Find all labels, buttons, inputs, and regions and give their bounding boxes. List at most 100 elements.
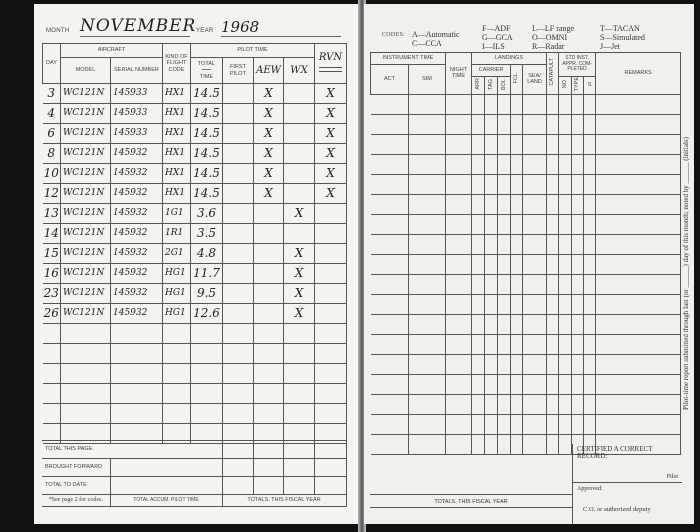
instrument-cell [521, 333, 548, 355]
cell-c [314, 203, 347, 224]
cell-first [222, 203, 254, 224]
instrument-cell [521, 413, 548, 435]
cell-serial: 145932 [110, 203, 163, 224]
cell-first [222, 83, 254, 104]
instrument-cell [497, 353, 511, 375]
instrument-cell [408, 413, 446, 435]
instrument-cell [510, 213, 523, 235]
instrument-cell [571, 213, 585, 235]
month-value: NOVEMBER [80, 16, 197, 37]
instrument-cell [484, 153, 498, 175]
instrument-cell [521, 373, 548, 395]
instrument-cell [571, 393, 585, 415]
instrument-cell [571, 333, 585, 355]
instrument-cell [484, 333, 498, 355]
cell-model [60, 403, 111, 424]
header-std-inst: STD INST. APPR. COM- PLETED [558, 52, 597, 77]
cell-c [314, 323, 347, 344]
instrument-cell [445, 193, 472, 215]
instrument-cell [484, 373, 498, 395]
month-label: MONTH [46, 28, 70, 34]
cell-a [253, 403, 284, 424]
cell-code [162, 403, 191, 424]
instrument-cell [546, 253, 560, 275]
log-row: 14 WC121N 145932 1R1 3.5 [42, 223, 347, 244]
cell-a: X [253, 103, 284, 124]
code-item: I—ILS [482, 42, 505, 51]
cell-code: HX1 [162, 123, 191, 144]
cell-total: 11.7 [190, 263, 223, 284]
instrument-row [370, 113, 682, 135]
total-this-page: TOTAL THIS PAGE [42, 440, 223, 459]
instrument-cell [558, 233, 573, 255]
cell-model [60, 323, 111, 344]
instrument-cell [497, 433, 511, 455]
certification-block: CERTIFIED A CORRECT RECORD: Pilot Approv… [572, 444, 682, 524]
total-accum-label: TOTAL ACCUM. PILOT TIME [109, 494, 223, 507]
instrument-cell [571, 193, 585, 215]
instrument-cell [521, 293, 548, 315]
instrument-cell [497, 293, 511, 315]
instrument-cell [583, 373, 597, 395]
instrument-cell [408, 293, 446, 315]
instrument-row [370, 173, 682, 195]
instrument-cell [510, 413, 523, 435]
instrument-cell [510, 373, 523, 395]
instrument-cell [571, 413, 585, 435]
instrument-cell [497, 273, 511, 295]
instrument-cell [595, 293, 682, 315]
cell-first [222, 323, 254, 344]
instrument-cell [370, 93, 409, 115]
log-row: 10 WC121N 145932 HX1 14.5 X X [42, 163, 347, 184]
instrument-cell [595, 433, 682, 455]
instrument-cell [558, 373, 573, 395]
code-item: T—TACAN [600, 24, 640, 33]
log-row: 23 WC121N 145932 HG1 9.5 X [42, 283, 347, 304]
instrument-cell [595, 373, 682, 395]
instrument-cell [558, 133, 573, 155]
cell-a [253, 203, 284, 224]
instrument-cell [521, 393, 548, 415]
cell-total: 14.5 [190, 103, 223, 124]
cell-a [253, 343, 284, 364]
instrument-cell [408, 233, 446, 255]
instrument-row [370, 253, 682, 275]
instrument-cell [408, 373, 446, 395]
instrument-cell [445, 393, 472, 415]
instrument-cell [510, 273, 523, 295]
header-remarks: REMARKS [595, 52, 682, 95]
instrument-cell [546, 153, 560, 175]
cell-code [162, 363, 191, 384]
instrument-cell [471, 373, 485, 395]
cell-first [222, 283, 254, 304]
instrument-row [370, 433, 682, 455]
header-sim: SIM [408, 64, 446, 95]
instrument-cell [497, 133, 511, 155]
cell-day: 3 [42, 83, 61, 104]
cell-first [222, 163, 254, 184]
cell-day: 13 [42, 203, 61, 224]
instrument-cell [408, 433, 446, 455]
instrument-cell [546, 113, 560, 135]
log-row [42, 323, 347, 344]
instrument-cell [497, 153, 511, 175]
instrument-cell [595, 273, 682, 295]
instrument-cell [497, 173, 511, 195]
instrument-cell [445, 93, 472, 115]
cell-total [190, 383, 223, 404]
instrument-cell [510, 233, 523, 255]
instrument-cell [595, 193, 682, 215]
cell-b [283, 143, 315, 164]
instrument-cell [546, 393, 560, 415]
instrument-cell [558, 213, 573, 235]
instrument-cell [370, 333, 409, 355]
cell-day: 15 [42, 243, 61, 264]
cell-total [190, 343, 223, 364]
cell-first [222, 343, 254, 364]
total-to-date: TOTAL TO DATE [42, 476, 111, 495]
instrument-cell [370, 353, 409, 375]
cell-code: HG1 [162, 303, 191, 324]
instrument-cell [370, 193, 409, 215]
instrument-cell [571, 233, 585, 255]
instrument-cell [546, 313, 560, 335]
